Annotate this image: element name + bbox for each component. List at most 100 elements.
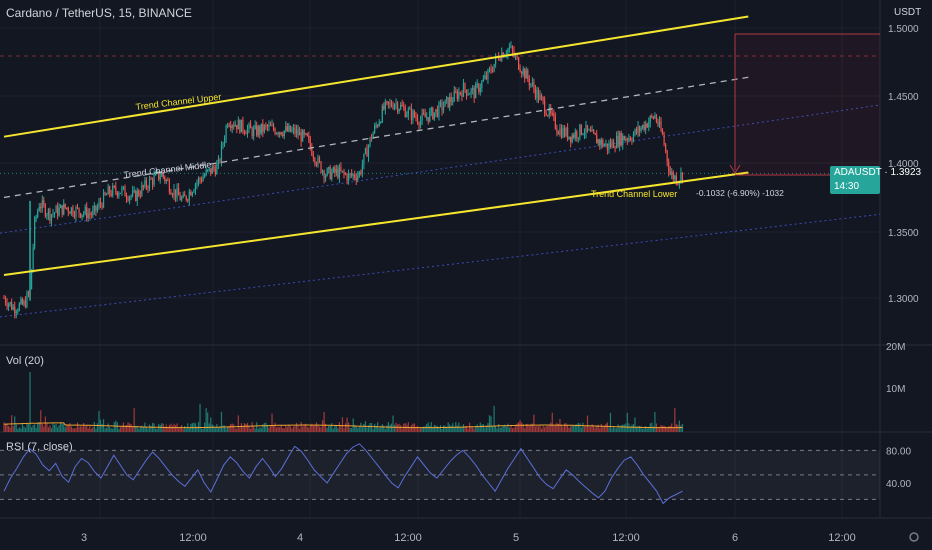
- volume-bar: [69, 423, 71, 432]
- candle-body: [661, 130, 664, 135]
- volume-bar: [508, 427, 511, 432]
- volume-bar: [231, 423, 233, 432]
- volume-bar: [334, 425, 336, 432]
- candle-body: [29, 200, 31, 301]
- candle-body: [317, 157, 319, 165]
- candle-body: [272, 124, 275, 130]
- candle-body: [326, 168, 328, 176]
- candle-body: [545, 112, 547, 116]
- candle-body: [603, 144, 605, 147]
- candle-body: [593, 130, 595, 134]
- candle-body: [655, 115, 658, 122]
- volume-bar: [216, 423, 218, 432]
- candle-body: [20, 298, 22, 304]
- volume-bar: [7, 425, 10, 432]
- volume-bar: [12, 426, 14, 432]
- volume-bar: [481, 424, 483, 432]
- volume-bar: [245, 424, 247, 432]
- volume-bar: [298, 428, 301, 432]
- candle-body: [611, 141, 613, 147]
- volume-bar: [570, 426, 572, 432]
- volume-bar: [326, 428, 328, 432]
- settings-gear-icon[interactable]: [909, 532, 919, 542]
- volume-bar: [55, 423, 57, 432]
- candle-body: [81, 214, 83, 218]
- candle-body: [147, 187, 149, 189]
- candle-body: [242, 119, 244, 131]
- candle-body: [565, 127, 567, 136]
- volume-bar: [567, 425, 569, 432]
- volume-bar: [547, 425, 549, 432]
- volume-bar: [594, 427, 596, 432]
- volume-bar: [262, 424, 264, 432]
- volume-bar: [32, 424, 34, 432]
- candle-body: [400, 104, 402, 110]
- volume-bar: [46, 423, 48, 432]
- candle-body: [7, 303, 10, 307]
- candle-body: [508, 47, 511, 50]
- volume-bar: [372, 428, 374, 432]
- volume-bar: [347, 422, 350, 432]
- volume-bar: [78, 426, 80, 432]
- volume-bar: [4, 424, 7, 432]
- volume-bar: [168, 424, 171, 432]
- candle-body: [623, 135, 625, 141]
- candle-body: [121, 188, 123, 193]
- volume-bar: [314, 424, 316, 432]
- candle-body: [15, 311, 17, 314]
- candle-body: [251, 128, 253, 137]
- candle-body: [533, 82, 535, 90]
- candle-body: [413, 110, 416, 117]
- candle-body: [256, 125, 258, 136]
- volume-bar: [352, 418, 354, 432]
- volume-bar: [20, 428, 22, 432]
- candle-body: [519, 69, 521, 73]
- candle-body: [571, 134, 573, 143]
- candle-body: [69, 212, 71, 214]
- candle-body: [465, 89, 468, 96]
- candle-body: [222, 143, 224, 145]
- candle-body: [416, 118, 419, 123]
- volume-bar: [410, 425, 412, 432]
- volume-bar: [312, 425, 314, 432]
- volume-bar: [366, 427, 368, 432]
- volume-bar: [354, 424, 356, 432]
- volume-bar: [522, 424, 524, 432]
- volume-bar: [654, 411, 656, 432]
- volume-bar: [40, 410, 42, 432]
- volume-bar: [429, 425, 431, 432]
- candle-body: [634, 129, 636, 135]
- volume-bar: [544, 427, 546, 432]
- candle-body: [556, 128, 558, 132]
- candle-body: [61, 205, 63, 215]
- candle-body: [181, 197, 183, 201]
- volume-bar: [576, 424, 578, 432]
- candle-body: [279, 132, 281, 135]
- volume-bar: [306, 426, 308, 432]
- volume-bar: [600, 423, 602, 432]
- volume-bar: [213, 425, 215, 432]
- candle-body: [347, 173, 350, 181]
- candle-body: [34, 217, 36, 248]
- volume-bar: [580, 427, 582, 432]
- candle-body: [363, 153, 365, 165]
- candle-body: [384, 101, 386, 110]
- candle-body: [337, 169, 339, 178]
- candle-body: [271, 124, 273, 126]
- time-axis-tick: 12:00: [612, 532, 640, 544]
- time-axis-tick: 6: [732, 532, 738, 544]
- candle-body: [452, 101, 454, 103]
- volume-bar: [225, 428, 227, 432]
- volume-bar: [249, 428, 252, 432]
- candle-body: [9, 302, 11, 304]
- volume-bar: [288, 424, 290, 432]
- volume-bar: [623, 424, 625, 432]
- measure-area: [735, 34, 880, 175]
- volume-bar: [81, 426, 83, 432]
- candle-body: [640, 128, 642, 132]
- candle-body: [674, 175, 676, 180]
- candle-body: [335, 169, 337, 173]
- volume-bar: [266, 424, 269, 432]
- candle-body: [193, 190, 195, 193]
